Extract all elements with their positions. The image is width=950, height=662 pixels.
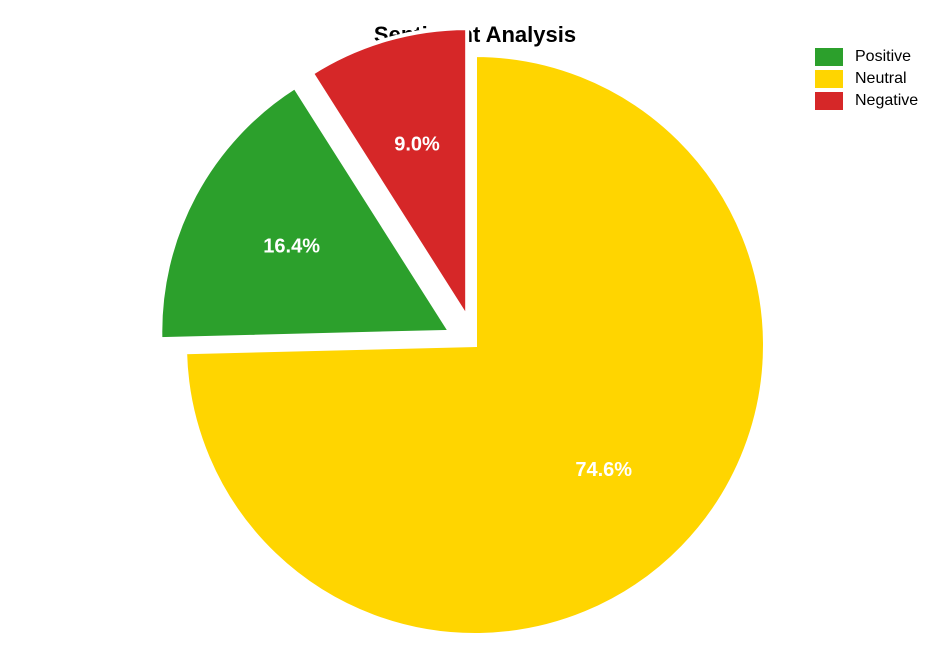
slice-label-negative: 9.0%: [394, 134, 440, 156]
legend-swatch: [815, 92, 843, 110]
legend-item-negative: Negative: [815, 92, 918, 110]
legend-label: Positive: [855, 48, 911, 66]
slice-label-positive: 16.4%: [263, 235, 320, 257]
legend-item-neutral: Neutral: [815, 70, 918, 88]
legend-item-positive: Positive: [815, 48, 918, 66]
legend: Positive Neutral Negative: [815, 48, 918, 114]
legend-swatch: [815, 48, 843, 66]
slice-label-neutral: 74.6%: [575, 459, 632, 481]
sentiment-pie-chart: Sentiment Analysis 9.0%16.4%74.6% Positi…: [0, 0, 950, 662]
legend-label: Neutral: [855, 70, 907, 88]
legend-label: Negative: [855, 92, 918, 110]
legend-swatch: [815, 70, 843, 88]
pie-svg: 9.0% 16.4% 74.6%: [0, 0, 950, 662]
